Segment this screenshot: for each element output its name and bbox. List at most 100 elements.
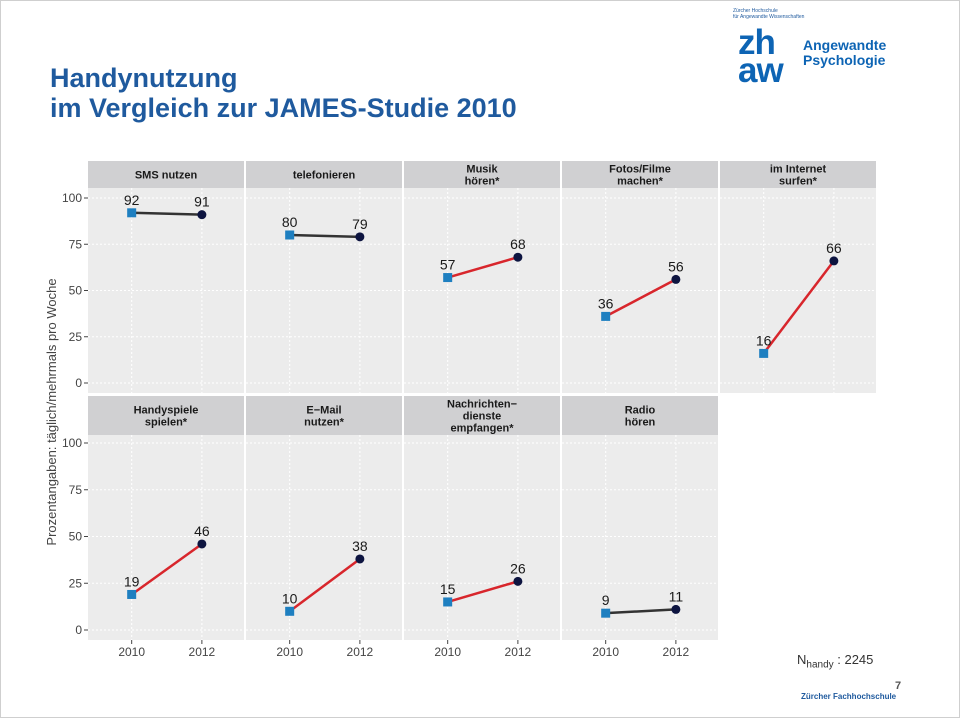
logo-zh: zh [738, 23, 776, 62]
facet-strip-label: SMS nutzen [135, 170, 198, 182]
logo-department: Angewandte Psychologie [803, 38, 886, 68]
data-label-2012: 56 [668, 258, 684, 274]
sample-size-sub: handy [806, 659, 834, 671]
point-2010 [759, 348, 769, 358]
point-2010 [285, 606, 295, 616]
facet-panel-2: telefonieren 80 79 [246, 161, 402, 393]
zhaw-logo: Zürcher Hochschule für Angewandte Wissen… [733, 8, 933, 98]
y-axis-title: Prozentangaben: täglich/mehrmals pro Woc… [44, 278, 59, 545]
data-label-2012: 79 [352, 216, 368, 232]
logo-department-line-1: Angewandte [803, 37, 887, 53]
y-tick-label: 100 [62, 191, 82, 205]
facet-panel-bg [404, 435, 560, 640]
sample-size: Nhandy : 2245 [797, 652, 873, 671]
page-number: 7 [895, 680, 902, 692]
point-2012 [355, 554, 365, 564]
logo-department-line-2: Psychologie [803, 52, 886, 68]
title-line-1: Handynutzung [50, 63, 238, 93]
facet-panel-bg [88, 435, 244, 640]
facet-strip [720, 161, 876, 188]
series-line [605, 608, 676, 615]
data-label-2012: 26 [510, 560, 526, 576]
facet-strip-label: machen* [617, 176, 664, 188]
x-tick-label: 2010 [592, 645, 619, 659]
logo-aw: aw [738, 51, 784, 90]
series-line [288, 557, 361, 613]
facet-strip [246, 161, 402, 188]
title-line-2: im Vergleich zur JAMES-Studie 2010 [50, 93, 517, 123]
facet-strip-label: spielen* [145, 417, 188, 429]
point-2010 [443, 597, 453, 607]
data-label-2010: 15 [440, 581, 456, 597]
series-line [447, 255, 519, 279]
series-line [289, 233, 360, 239]
data-label-2012: 68 [510, 236, 526, 252]
facet-strip [88, 396, 244, 435]
data-label-2012: 91 [194, 194, 210, 210]
data-label-2010: 36 [598, 295, 614, 311]
point-2012 [513, 576, 523, 586]
facet-panel-1: SMS nutzen 92 91 [88, 161, 244, 393]
facet-strip-label: hören* [465, 176, 501, 188]
y-tick-label: 25 [69, 576, 83, 590]
sample-size-value: : 2245 [833, 652, 874, 667]
point-2012 [197, 539, 207, 549]
series-line [447, 580, 519, 604]
facet-strip-label: dienste [463, 411, 502, 423]
x-tick-label: 2012 [663, 645, 690, 659]
x-tick-label: 2012 [505, 645, 532, 659]
point-2012 [829, 256, 839, 266]
facet-strip [562, 396, 718, 435]
slide-title: Handynutzung im Vergleich zur JAMES-Stud… [50, 63, 517, 123]
point-2010 [443, 273, 453, 283]
facet-panel-bg [246, 435, 402, 640]
x-tick-label: 2012 [347, 645, 374, 659]
data-label-2010: 10 [282, 590, 298, 606]
facet-strip-label: Handyspiele [134, 405, 199, 417]
data-label-2012: 38 [352, 538, 368, 554]
point-2010 [601, 311, 611, 321]
footer-text: Zürcher Fachhochschule [801, 692, 897, 701]
facet-strip-label: hören [625, 417, 656, 429]
y-tick-label: 0 [75, 623, 82, 637]
series-line [131, 211, 202, 216]
x-tick-label: 2010 [118, 645, 145, 659]
y-tick-label: 0 [75, 376, 82, 390]
y-tick-label: 75 [69, 237, 83, 251]
data-label-2010: 92 [124, 192, 140, 208]
y-tick-label: 75 [69, 483, 83, 497]
series-line [605, 278, 677, 318]
point-2010 [127, 208, 137, 218]
point-2010 [285, 230, 295, 240]
facet-strip [404, 161, 560, 188]
point-2010 [601, 608, 611, 618]
data-label-2010: 16 [756, 332, 772, 348]
data-label-2010: 19 [124, 573, 140, 589]
facet-strip [562, 161, 718, 188]
logo-institution-line-2: für Angewandte Wissenschaften [733, 14, 805, 20]
facet-strip-label: Musik [466, 164, 498, 176]
point-2012 [671, 604, 681, 614]
data-label-2010: 57 [440, 257, 456, 273]
facet-strip [246, 396, 402, 435]
facet-strip-label: empfangen* [451, 423, 515, 435]
facet-strip [404, 396, 560, 435]
facet-strip-label: E−Mail [306, 405, 341, 417]
sample-size-n: N [797, 652, 807, 667]
x-tick-label: 2010 [276, 645, 303, 659]
facet-strip-label: Fotos/Filme [609, 164, 671, 176]
data-label-2012: 66 [826, 240, 842, 256]
y-tick-label: 50 [69, 284, 83, 298]
facet-strip-label: telefonieren [293, 170, 356, 182]
data-label-2012: 11 [669, 588, 684, 604]
logo-institution-line-1: Zürcher Hochschule [733, 8, 778, 14]
data-label-2010: 80 [282, 214, 298, 230]
y-tick-label: 25 [69, 330, 83, 344]
point-2012 [197, 210, 207, 220]
